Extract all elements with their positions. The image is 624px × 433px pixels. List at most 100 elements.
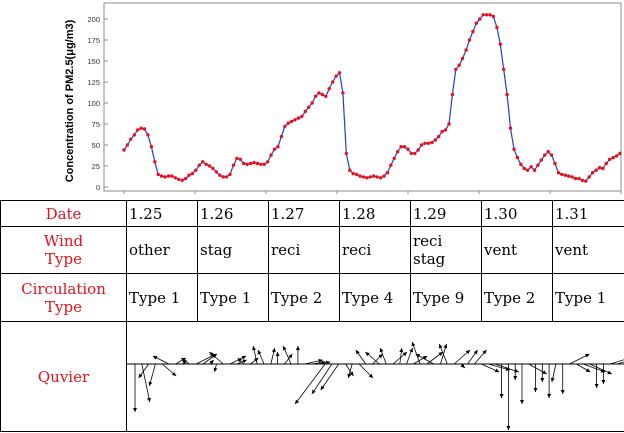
wind-arrow — [161, 363, 177, 377]
data-point — [457, 63, 461, 67]
data-point — [320, 92, 325, 97]
wind-type-cell: other — [126, 226, 198, 274]
data-point — [293, 118, 297, 122]
data-point — [331, 80, 335, 84]
data-point — [132, 133, 136, 137]
data-point — [341, 91, 345, 95]
date-cell: 1.29 — [410, 200, 482, 227]
wind-arrow — [528, 363, 547, 375]
data-point — [539, 158, 543, 162]
data-point — [556, 171, 561, 175]
data-point — [440, 129, 444, 134]
data-point — [567, 174, 571, 178]
data-point — [618, 151, 622, 156]
wind-type-cell: reci stag — [410, 226, 482, 274]
data-point — [546, 150, 550, 154]
wind-arrow — [252, 345, 258, 365]
wind-type-cell: reci — [268, 226, 340, 274]
wind-arrow — [365, 351, 380, 365]
data-point — [231, 163, 236, 167]
data-point — [426, 141, 431, 145]
data-point — [266, 160, 270, 164]
wind-arrow — [576, 363, 591, 373]
data-point — [354, 172, 359, 177]
data-point — [614, 154, 619, 158]
quiver-header: Quvier — [0, 321, 127, 432]
wind-arrow — [152, 355, 170, 365]
wind-arrow — [474, 349, 487, 365]
circulation-type-cell: Type 1 — [552, 273, 624, 322]
data-point — [276, 145, 280, 149]
data-point — [248, 161, 253, 166]
data-point — [214, 170, 219, 174]
data-point — [313, 94, 318, 99]
data-point — [361, 175, 366, 179]
data-point — [201, 160, 205, 164]
data-point — [471, 29, 475, 34]
data-point — [300, 114, 304, 119]
data-point — [498, 42, 502, 46]
wind-arrow — [460, 363, 466, 369]
wind-arrow — [345, 363, 354, 377]
date-cell: 1.30 — [481, 200, 553, 227]
circulation-type-cell: Type 4 — [339, 273, 411, 322]
data-point — [389, 163, 393, 167]
data-point — [207, 164, 212, 168]
wind-type-text: reci — [271, 241, 301, 259]
y-tick-label: 150 — [87, 57, 100, 66]
data-point — [190, 171, 195, 176]
data-point — [396, 150, 400, 154]
wind-arrow — [213, 363, 218, 373]
wind-arrow — [294, 363, 326, 405]
data-point — [262, 162, 266, 166]
wind-arrow — [282, 345, 292, 365]
data-point — [543, 153, 547, 157]
wind-type-cell: vent — [552, 226, 624, 274]
data-point — [597, 166, 602, 170]
wind-arrow — [358, 363, 374, 379]
data-point — [378, 176, 383, 180]
circulation-type-cell: Type 1 — [126, 273, 198, 322]
data-point — [519, 162, 523, 166]
data-point — [177, 177, 181, 182]
data-point — [139, 126, 143, 130]
data-point — [153, 160, 157, 164]
wind-arrow — [520, 364, 524, 404]
data-point — [344, 151, 348, 156]
wind-arrow — [513, 364, 518, 380]
data-point — [522, 166, 526, 171]
data-point — [604, 161, 608, 166]
wind-type-cell: vent — [481, 226, 553, 274]
data-point — [413, 151, 417, 156]
data-point — [252, 160, 256, 165]
data-point — [402, 145, 407, 149]
y-tick-label: 0 — [96, 183, 100, 192]
data-point — [416, 148, 420, 152]
header-line: Wind — [43, 232, 84, 250]
data-point — [129, 137, 133, 141]
y-axis-label: Concentration of PM2.5(μg/m3) — [64, 19, 76, 182]
wind-arrow — [499, 364, 504, 398]
wind-arrow — [506, 364, 511, 430]
data-point — [467, 38, 472, 42]
data-point — [327, 87, 331, 91]
data-point — [170, 174, 174, 178]
header-line: Circulation — [21, 279, 106, 298]
data-point — [481, 13, 485, 17]
data-point — [180, 178, 184, 182]
wind-arrow — [550, 363, 557, 383]
data-point — [368, 175, 372, 179]
data-point — [149, 145, 154, 149]
data-point — [348, 168, 352, 172]
data-point — [156, 172, 160, 177]
wind-quiver-plot — [127, 341, 624, 430]
data-point — [443, 128, 448, 132]
wind-arrow — [392, 351, 408, 365]
pm25-markers — [122, 13, 622, 183]
data-point — [488, 13, 492, 17]
data-point — [580, 178, 585, 182]
wind-arrow — [275, 352, 280, 364]
data-point — [224, 175, 229, 179]
data-point — [351, 171, 355, 176]
wind-arrow — [133, 364, 137, 412]
